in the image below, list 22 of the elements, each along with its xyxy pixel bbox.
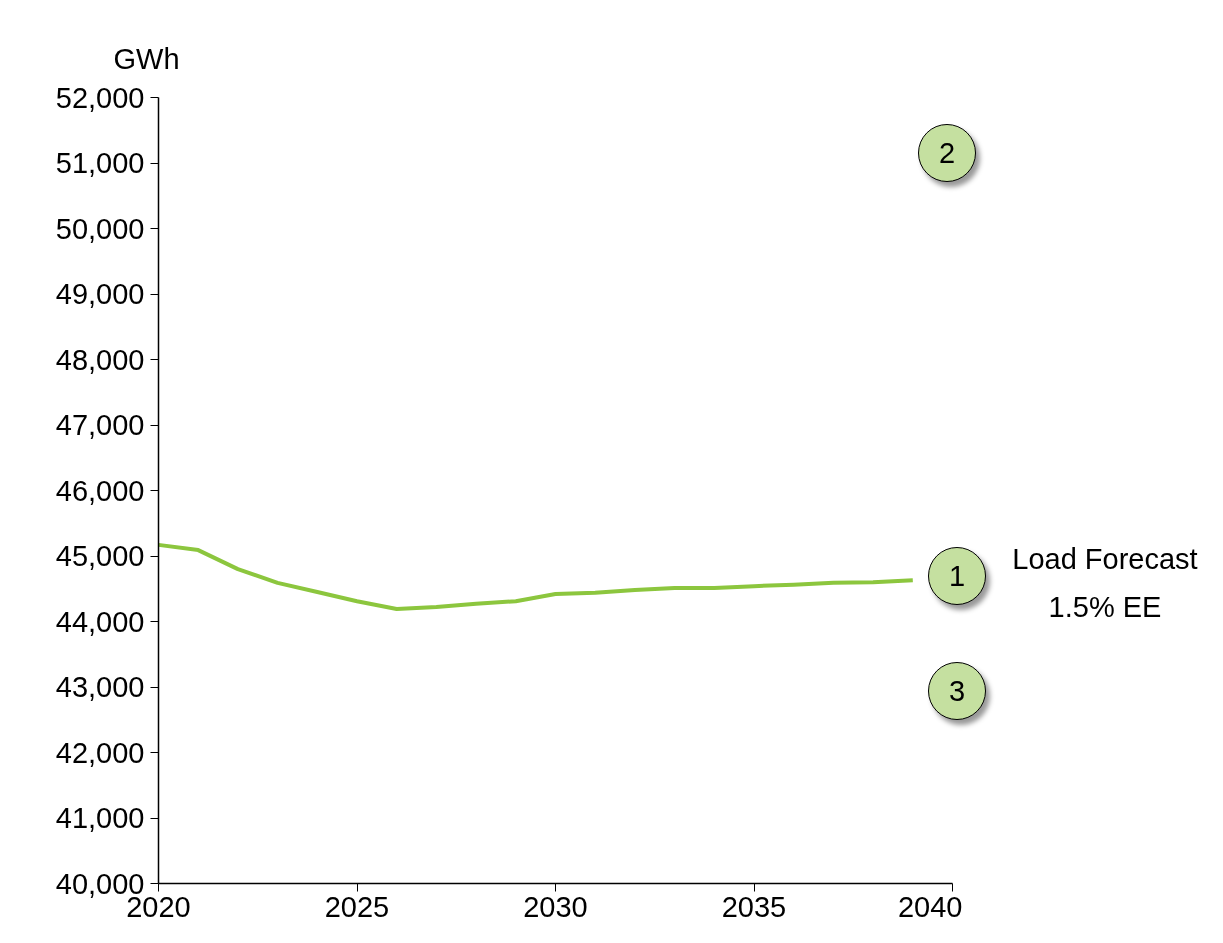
y-tick-label: 45,000 xyxy=(55,540,145,572)
y-tick-label: 48,000 xyxy=(55,343,145,376)
y-tick-label: 49,000 xyxy=(55,278,145,310)
y-tick-label: 52,000 xyxy=(55,81,145,114)
annotation: 1 xyxy=(928,547,986,605)
x-tick-label: 2025 xyxy=(324,890,390,923)
text: Load Forecast 1.5% EE xyxy=(1011,542,1199,625)
y-tick-label: 46,000 xyxy=(55,474,145,507)
y-tick-label: 47,000 xyxy=(55,409,145,441)
x-tick-label: 2040 xyxy=(897,890,963,923)
y-tick-label: 42,000 xyxy=(55,736,145,769)
line-series xyxy=(158,542,915,612)
y-tick-label: 41,000 xyxy=(55,802,145,834)
annotation: 3 xyxy=(928,662,986,720)
y-tick-label: 51,000 xyxy=(55,147,145,179)
y-tick-label: 50,000 xyxy=(55,212,145,245)
y-tick-label: 43,000 xyxy=(55,671,145,703)
x-tick-label: 2030 xyxy=(523,890,588,923)
y-tick-label: 44,000 xyxy=(55,605,145,638)
x-tick-label: 2035 xyxy=(721,890,787,923)
y-axis-title: GWh xyxy=(113,43,180,75)
annotation: 2 xyxy=(918,124,976,182)
